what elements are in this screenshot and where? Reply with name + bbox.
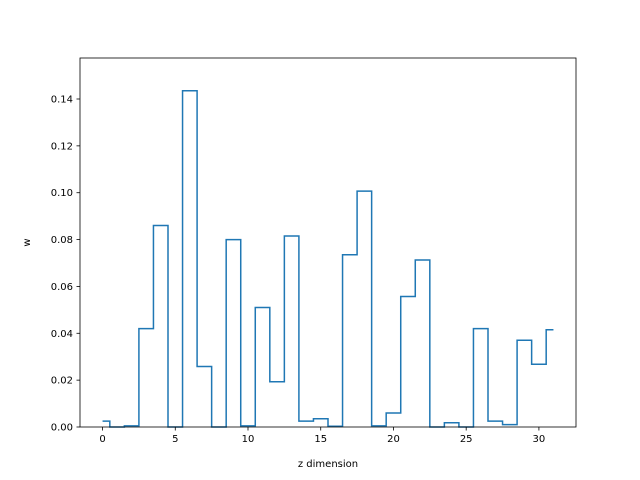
x-tick-label: 20 xyxy=(387,434,400,445)
x-tick-label: 30 xyxy=(533,434,546,445)
y-tick-label: 0.14 xyxy=(51,95,73,106)
y-axis-ticks: 0.00 0.02 0.04 0.06 0.08 0.10 0.12 0.14 xyxy=(51,95,80,434)
x-tick-label: 5 xyxy=(172,434,178,445)
axes-frame xyxy=(79,57,577,428)
y-tick-label: 0.00 xyxy=(51,423,73,434)
y-tick-label: 0.06 xyxy=(51,282,73,293)
y-tick-label: 0.02 xyxy=(51,376,73,387)
x-axis-ticks: 0 5 10 15 20 25 30 xyxy=(99,427,545,445)
x-tick-label: 10 xyxy=(242,434,255,445)
y-tick-label: 0.12 xyxy=(51,141,73,152)
y-tick-label: 0.08 xyxy=(51,235,73,246)
x-tick-label: 15 xyxy=(314,434,327,445)
y-axis-label: w xyxy=(22,238,33,246)
x-tick-label: 0 xyxy=(99,434,105,445)
x-axis-label: z dimension xyxy=(298,459,358,470)
x-tick-label: 25 xyxy=(460,434,473,445)
y-tick-label: 0.04 xyxy=(51,329,73,340)
y-tick-label: 0.10 xyxy=(51,188,73,199)
